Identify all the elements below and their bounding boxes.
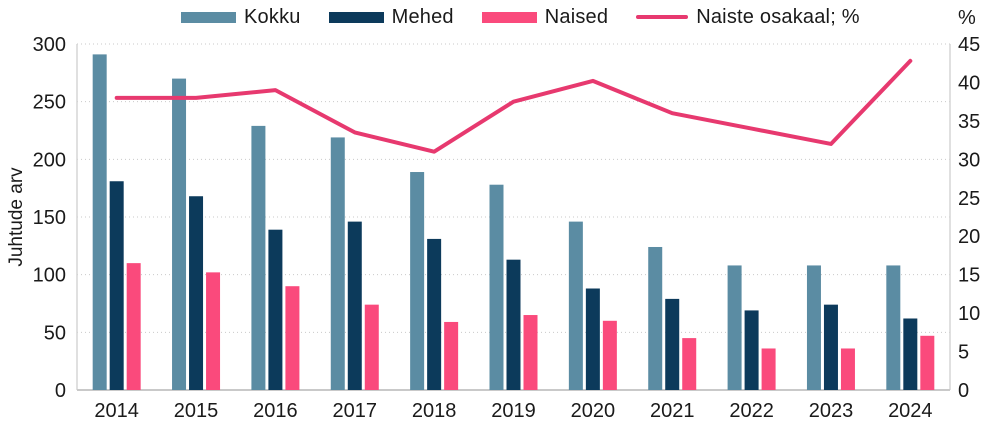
right-axis-tick-30: 30 <box>958 149 980 171</box>
bar-naised-2020 <box>602 320 617 390</box>
x-axis-label-2016: 2016 <box>253 400 298 422</box>
right-axis-unit-label: % <box>958 7 976 29</box>
right-axis-tick-5: 5 <box>958 342 969 364</box>
bar-kokku-2016 <box>251 125 266 391</box>
bar-kokku-2023 <box>806 265 821 390</box>
x-axis-label-2022: 2022 <box>729 400 774 422</box>
bar-mehed-2020 <box>585 288 600 390</box>
bar-naised-2023 <box>840 348 855 390</box>
x-axis-label-2014: 2014 <box>94 400 139 422</box>
bar-kokku-2018 <box>410 172 425 390</box>
bar-mehed-2021 <box>665 298 680 390</box>
x-axis-label-2021: 2021 <box>650 400 695 422</box>
left-axis-tick-100: 100 <box>33 265 66 287</box>
x-axis-label-2020: 2020 <box>571 400 616 422</box>
bar-mehed-2017 <box>347 221 362 390</box>
right-axis-tick-20: 20 <box>958 226 980 248</box>
bar-mehed-2018 <box>427 238 442 390</box>
bar-mehed-2019 <box>506 259 521 390</box>
left-axis-tick-300: 300 <box>33 34 66 56</box>
legend-item-mehed[interactable]: Mehed <box>328 5 454 29</box>
x-axis-label-2018: 2018 <box>412 400 457 422</box>
naiste-osakaal-line-swatch-icon <box>636 15 689 19</box>
bar-naised-2022 <box>761 348 776 390</box>
bar-naised-2019 <box>523 315 538 390</box>
right-axis-tick-15: 15 <box>958 265 980 287</box>
legend-label-mehed: Mehed <box>391 5 454 28</box>
bar-mehed-2022 <box>744 310 759 390</box>
bar-kokku-2014 <box>92 54 107 390</box>
bar-mehed-2023 <box>823 304 838 390</box>
bar-kokku-2019 <box>489 184 504 390</box>
right-axis-tick-25: 25 <box>958 188 980 210</box>
legend-label-naised: Naised <box>544 5 609 28</box>
x-axis-label-2024: 2024 <box>888 400 933 422</box>
bar-naised-2018 <box>444 321 459 390</box>
left-axis-tick-0: 0 <box>55 380 66 402</box>
legend-item-naised[interactable]: Naised <box>481 5 609 29</box>
legend-item-naiste-osakaal[interactable]: Naiste osakaal; % <box>636 5 860 29</box>
right-axis-tick-10: 10 <box>958 303 980 325</box>
bar-naised-2015 <box>206 272 221 390</box>
bar-mehed-2015 <box>189 196 204 390</box>
left-axis-tick-250: 250 <box>33 92 66 114</box>
bar-mehed-2016 <box>268 229 283 390</box>
bar-naised-2024 <box>920 335 935 390</box>
bar-mehed-2024 <box>903 318 918 390</box>
naiste-osakaal-line <box>114 58 913 154</box>
legend-label-kokku: Kokku <box>244 5 301 28</box>
left-axis-tick-50: 50 <box>44 322 66 344</box>
bar-kokku-2015 <box>172 78 187 390</box>
left-axis-title: Juhtude arv <box>6 167 27 267</box>
bar-naised-2016 <box>285 286 300 390</box>
bar-kokku-2021 <box>648 246 663 390</box>
bar-naised-2021 <box>682 338 697 390</box>
naised-swatch-icon <box>481 11 537 23</box>
x-axis-label-2015: 2015 <box>174 400 219 422</box>
legend-label-naiste-osakaal: Naiste osakaal; % <box>696 5 860 28</box>
kokku-swatch-icon <box>181 11 236 23</box>
x-axis-label-2023: 2023 <box>809 400 854 422</box>
left-axis-tick-200: 200 <box>33 149 66 171</box>
right-axis-tick-35: 35 <box>958 111 980 133</box>
x-axis-label-2019: 2019 <box>491 400 536 422</box>
mehed-swatch-icon <box>328 11 384 23</box>
bar-mehed-2014 <box>109 181 124 390</box>
right-axis-tick-40: 40 <box>958 72 980 94</box>
bar-naised-2014 <box>126 263 141 390</box>
bar-kokku-2024 <box>886 265 901 390</box>
legend-item-kokku[interactable]: Kokku <box>181 6 301 29</box>
bar-kokku-2022 <box>727 265 742 390</box>
chart-legend: Kokku Mehed Naised Naiste osakaal; % <box>181 5 860 29</box>
bar-kokku-2017 <box>330 137 345 390</box>
bar-naised-2017 <box>364 304 379 390</box>
right-axis-tick-0: 0 <box>958 380 969 402</box>
right-axis-tick-45: 45 <box>958 34 980 56</box>
bar-kokku-2020 <box>568 221 583 390</box>
x-axis-label-2017: 2017 <box>333 400 378 422</box>
left-axis-tick-150: 150 <box>33 207 66 229</box>
